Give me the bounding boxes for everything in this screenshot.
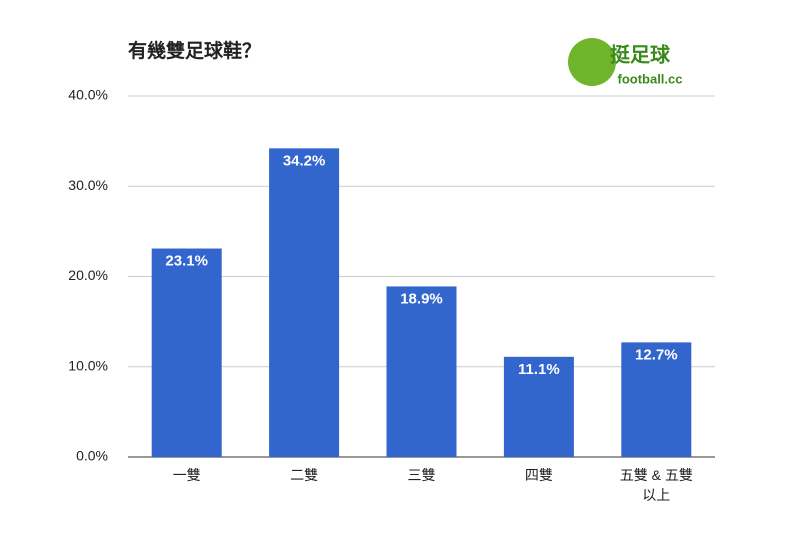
logo-site: football.cc [617, 71, 682, 86]
logo-name: 挺足球 [610, 42, 671, 66]
x-tick-label: 三雙 [407, 467, 436, 483]
value-label: 12.7% [635, 346, 678, 363]
x-tick-label: 五雙 & 五雙以上 [619, 467, 693, 503]
y-tick-label: 20.0% [68, 267, 108, 283]
bar [269, 148, 340, 457]
y-tick-label: 30.0% [68, 177, 108, 193]
logo-icon [568, 38, 616, 86]
value-label: 34.2% [283, 152, 326, 169]
y-tick-label: 40.0% [68, 87, 108, 103]
value-label: 11.1% [518, 361, 560, 378]
bar [503, 356, 574, 457]
logo: 挺足球 football.cc [568, 38, 683, 86]
bar [386, 286, 457, 457]
x-tick-label: 一雙 [172, 467, 201, 483]
x-tick-label: 四雙 [524, 467, 553, 483]
bar [151, 248, 222, 457]
x-tick-label: 二雙 [290, 467, 319, 483]
chart-title: 有幾雙足球鞋？ [128, 39, 261, 62]
y-tick-label: 10.0% [68, 357, 108, 373]
y-tick-label: 0.0% [76, 448, 108, 464]
bar [621, 342, 692, 457]
value-label: 23.1% [165, 252, 208, 269]
value-label: 18.9% [400, 290, 443, 307]
